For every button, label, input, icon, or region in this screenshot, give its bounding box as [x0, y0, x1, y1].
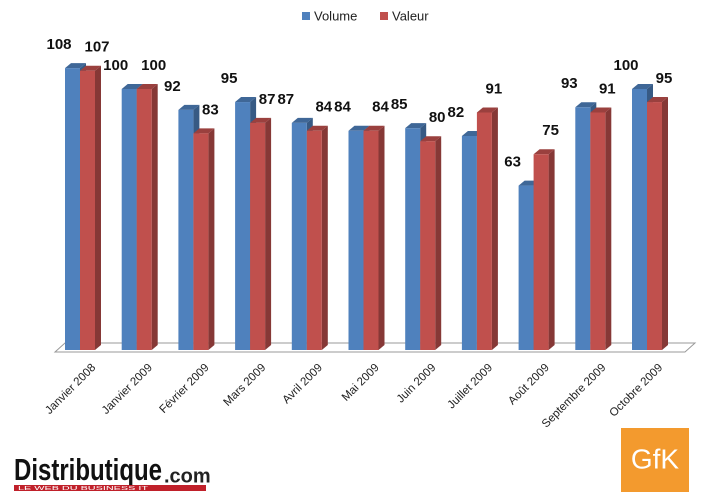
value-label: 87	[259, 91, 276, 108]
x-tick-label: Octobre 2009	[608, 362, 666, 420]
value-label: 91	[486, 80, 503, 97]
bar-top	[405, 123, 427, 129]
value-label: 80	[429, 109, 446, 126]
bar-top	[420, 136, 442, 142]
bar-side	[321, 125, 328, 350]
value-label: 84	[334, 99, 351, 116]
publisher-suffix: .com	[164, 465, 211, 487]
bar-side	[95, 65, 101, 350]
bar	[590, 112, 606, 351]
bar-top	[575, 102, 597, 108]
bar	[533, 154, 549, 350]
value-label: 92	[164, 78, 181, 95]
bar-top	[647, 97, 668, 103]
bar	[250, 122, 266, 351]
bar-top	[476, 107, 498, 113]
bar	[575, 107, 591, 351]
bar	[193, 133, 209, 350]
bar	[306, 130, 322, 350]
x-tick-label: Août 2009	[506, 362, 552, 408]
value-label: 95	[656, 70, 673, 87]
x-tick-label: Avril 2009	[281, 362, 326, 407]
bar-top	[65, 63, 86, 69]
bar	[121, 89, 137, 350]
bar-side	[265, 117, 272, 351]
bar-side	[491, 107, 498, 351]
bar	[420, 141, 436, 350]
bar-top	[121, 84, 143, 89]
bar-top	[590, 107, 612, 113]
bar	[647, 102, 662, 350]
x-tick-label: Juin 2009	[395, 362, 439, 406]
bar	[136, 89, 152, 350]
bar	[476, 112, 492, 351]
bar-top	[533, 149, 555, 155]
value-label: 87	[277, 91, 294, 108]
value-label: 91	[599, 80, 616, 97]
bar-side	[208, 128, 215, 350]
value-label: 107	[84, 39, 109, 56]
legend-swatch	[302, 12, 310, 20]
value-label: 100	[103, 57, 128, 74]
bar	[235, 102, 251, 350]
bar-side	[151, 84, 158, 350]
legend-label: Valeur	[392, 8, 429, 23]
bar	[65, 68, 80, 351]
publisher-tagline: LE WEB DU BUSINESS IT	[18, 486, 148, 492]
publisher-logo: Distributique .com LE WEB DU BUSINESS IT	[14, 452, 211, 492]
logo-bar	[14, 485, 206, 491]
x-tick-label: Mai 2009	[340, 362, 382, 404]
bar-top	[291, 117, 313, 123]
x-tick-label: Février 2009	[158, 362, 212, 416]
value-label: 82	[448, 104, 465, 121]
legend-swatch	[380, 12, 388, 20]
publisher: Distributique	[14, 452, 162, 487]
value-label: 85	[391, 96, 408, 113]
bar-side	[548, 149, 555, 350]
x-tick-label: Janvier 2008	[43, 362, 98, 417]
value-label: 63	[504, 154, 521, 171]
x-tick-label: Juillet 2009	[446, 362, 496, 412]
value-label: 95	[221, 70, 238, 87]
bar	[405, 128, 421, 350]
value-label: 108	[46, 36, 71, 53]
plot: Janvier 2008 Janvier 2009 Février 2009 Mars…	[43, 36, 672, 430]
partner: GfK	[631, 443, 680, 474]
bar-side	[662, 97, 668, 350]
bar	[461, 135, 477, 350]
value-label: 93	[561, 75, 578, 92]
value-label: 83	[202, 101, 219, 118]
value-label: 75	[542, 122, 559, 139]
bar-top	[363, 125, 385, 131]
bar-top	[178, 104, 200, 110]
bar	[291, 122, 307, 351]
value-label: 84	[372, 99, 389, 116]
partner-logo	[621, 428, 689, 492]
value-label: 100	[141, 57, 166, 74]
bar-top	[193, 128, 215, 134]
bar-side	[605, 107, 612, 351]
bar	[518, 185, 534, 350]
value-label: 84	[315, 99, 332, 116]
value-label: 100	[613, 57, 638, 74]
bar	[348, 130, 364, 350]
bar	[363, 130, 379, 350]
x-tick-label: Mars 2009	[221, 362, 268, 409]
bar-top	[136, 84, 158, 89]
bar-top	[348, 125, 370, 131]
bar	[80, 70, 95, 350]
bar-side	[378, 125, 385, 350]
bar	[178, 109, 194, 350]
bar-side	[435, 136, 442, 350]
bar	[632, 89, 647, 350]
bar-top	[306, 125, 328, 131]
x-tick-label: Septembre 2009	[540, 362, 609, 431]
bar-top	[80, 65, 101, 71]
bar-top	[632, 84, 653, 89]
legend-label: Volume	[314, 8, 357, 23]
x-tick-label: Janvier 2009	[100, 362, 155, 417]
bar-top	[235, 97, 257, 103]
bar-top	[250, 117, 272, 123]
